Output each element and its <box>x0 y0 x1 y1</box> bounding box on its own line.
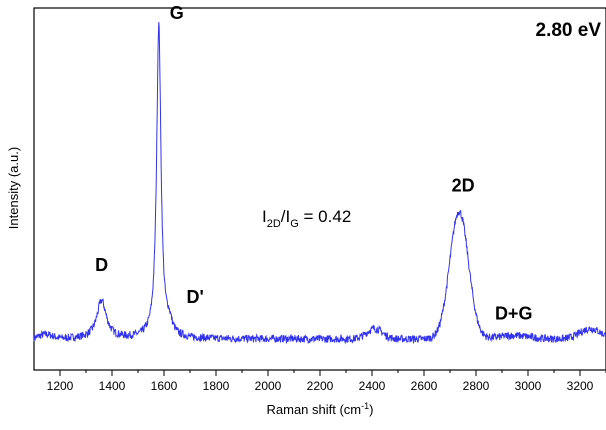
peak-labels: D G D' 2D D+G <box>95 3 532 323</box>
x-tick-label: 1200 <box>47 379 74 393</box>
spectrum-layer <box>33 22 606 345</box>
x-tick-label: 3000 <box>515 379 542 393</box>
x-tick-label: 3200 <box>567 379 594 393</box>
peak-label: D <box>95 255 108 275</box>
x-tick-label: 2800 <box>463 379 490 393</box>
y-axis-title: Intensity (a.u.) <box>6 147 21 229</box>
peak-label: 2D <box>452 175 475 195</box>
x-tick-label: 2400 <box>359 379 386 393</box>
intensity-ratio-annotation: I2D/IG = 0.42 <box>262 207 351 230</box>
x-tick-label: 1800 <box>203 379 230 393</box>
x-tick-label: 2600 <box>411 379 438 393</box>
peak-label: D' <box>187 287 204 307</box>
x-axis-ticks: 1200 1400 1600 1800 2000 2200 2400 2600 2800 3000… <box>47 370 606 393</box>
peak-label: G <box>170 3 184 23</box>
x-tick-label: 1400 <box>99 379 126 393</box>
spectrum-line <box>33 22 606 345</box>
x-tick-label: 2000 <box>255 379 282 393</box>
excitation-energy-label: 2.80 eV <box>536 20 602 41</box>
x-tick-label: 1600 <box>151 379 178 393</box>
peak-label: D+G <box>495 304 533 324</box>
x-tick-label: 2200 <box>307 379 334 393</box>
x-axis-title: Raman shift (cm-1) <box>267 401 374 417</box>
